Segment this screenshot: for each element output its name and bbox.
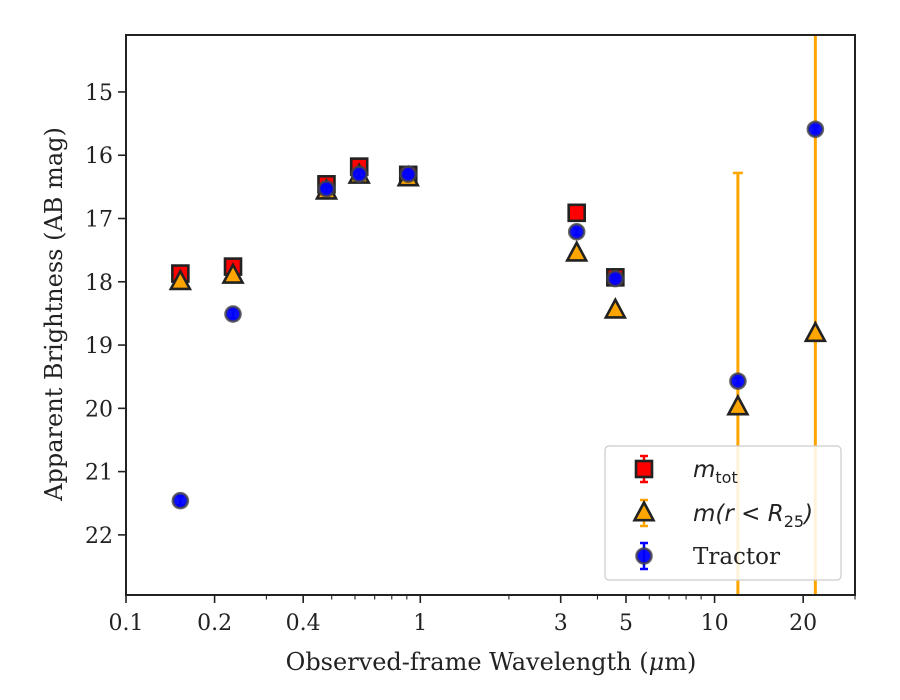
x-tick-label-4: 3 <box>554 611 568 636</box>
x-tick-label-3: 1 <box>413 611 427 636</box>
legend-marker-0 <box>634 459 654 479</box>
x-tick-label-6: 10 <box>701 611 729 636</box>
y-axis-ticks: 15 16 17 18 19 20 21 22 <box>85 81 126 549</box>
x-axis-label-prefix: Observed-frame Wavelength ( <box>286 648 649 676</box>
x-tick-label-5: 5 <box>619 611 633 636</box>
y-tick-label-0: 15 <box>85 81 113 106</box>
data-markers <box>168 35 828 595</box>
series-0 <box>171 157 625 287</box>
x-axis-label-mu: μ <box>649 648 665 676</box>
legend-label-sub-1: 25 <box>784 512 804 531</box>
legend: mtot m(r < R25) Tractor <box>604 445 842 581</box>
legend-marker-1 <box>632 499 656 522</box>
y-tick-label-2: 17 <box>85 208 113 233</box>
point-2-8 <box>806 120 825 139</box>
point-2-6 <box>606 269 625 288</box>
legend-label-1: m(r < R25) <box>693 501 813 531</box>
point-2-5 <box>567 222 586 241</box>
legend-label-sub-0: tot <box>715 468 737 487</box>
legend-label-base-2: Tractor <box>693 544 780 570</box>
legend-box <box>604 445 842 581</box>
point-1-5 <box>565 240 589 262</box>
y-tick-label-1: 16 <box>85 144 113 169</box>
point-2-4 <box>399 165 418 184</box>
x-tick-label-2: 0.4 <box>286 611 321 636</box>
legend-label-2: Tractor <box>693 544 780 570</box>
point-2-2 <box>317 179 336 198</box>
x-axis-ticks: 0.1 0.2 0.4 1 3 5 10 20 <box>109 595 856 636</box>
point-1-8 <box>803 320 828 343</box>
x-tick-label-1: 0.2 <box>197 611 232 636</box>
point-1-1 <box>221 262 245 284</box>
point-2-1 <box>224 305 242 323</box>
y-tick-label-3: 18 <box>85 271 113 296</box>
legend-label-tail-1: ) <box>802 501 813 527</box>
legend-label-base-1: m(r < R <box>693 501 784 527</box>
x-axis-label-suffix: m) <box>664 648 696 676</box>
point-2-3 <box>350 165 368 184</box>
point-0-5 <box>567 203 587 223</box>
y-tick-label-5: 20 <box>85 397 113 422</box>
y-tick-label-6: 21 <box>85 461 113 486</box>
series-2 <box>171 120 825 510</box>
point-2-7 <box>729 372 747 390</box>
y-axis-label: Apparent Brightness (AB mag) <box>40 127 68 502</box>
x-tick-label-7: 20 <box>789 611 817 636</box>
x-axis-label: Observed-frame Wavelength (μm) <box>286 648 697 676</box>
y-tick-label-7: 22 <box>85 524 113 549</box>
plot-frame <box>125 34 856 596</box>
point-1-0 <box>168 268 193 291</box>
point-1-7 <box>726 393 750 416</box>
legend-label-0: mtot <box>693 457 738 487</box>
legend-entries: mtot m(r < R25) Tractor <box>632 454 813 571</box>
point-2-0 <box>171 491 190 510</box>
point-1-6 <box>603 296 628 319</box>
legend-label-base-0: m <box>693 457 715 483</box>
x-tick-label-0: 0.1 <box>109 611 144 636</box>
y-tick-label-4: 19 <box>85 334 113 359</box>
legend-marker-2 <box>635 547 653 565</box>
